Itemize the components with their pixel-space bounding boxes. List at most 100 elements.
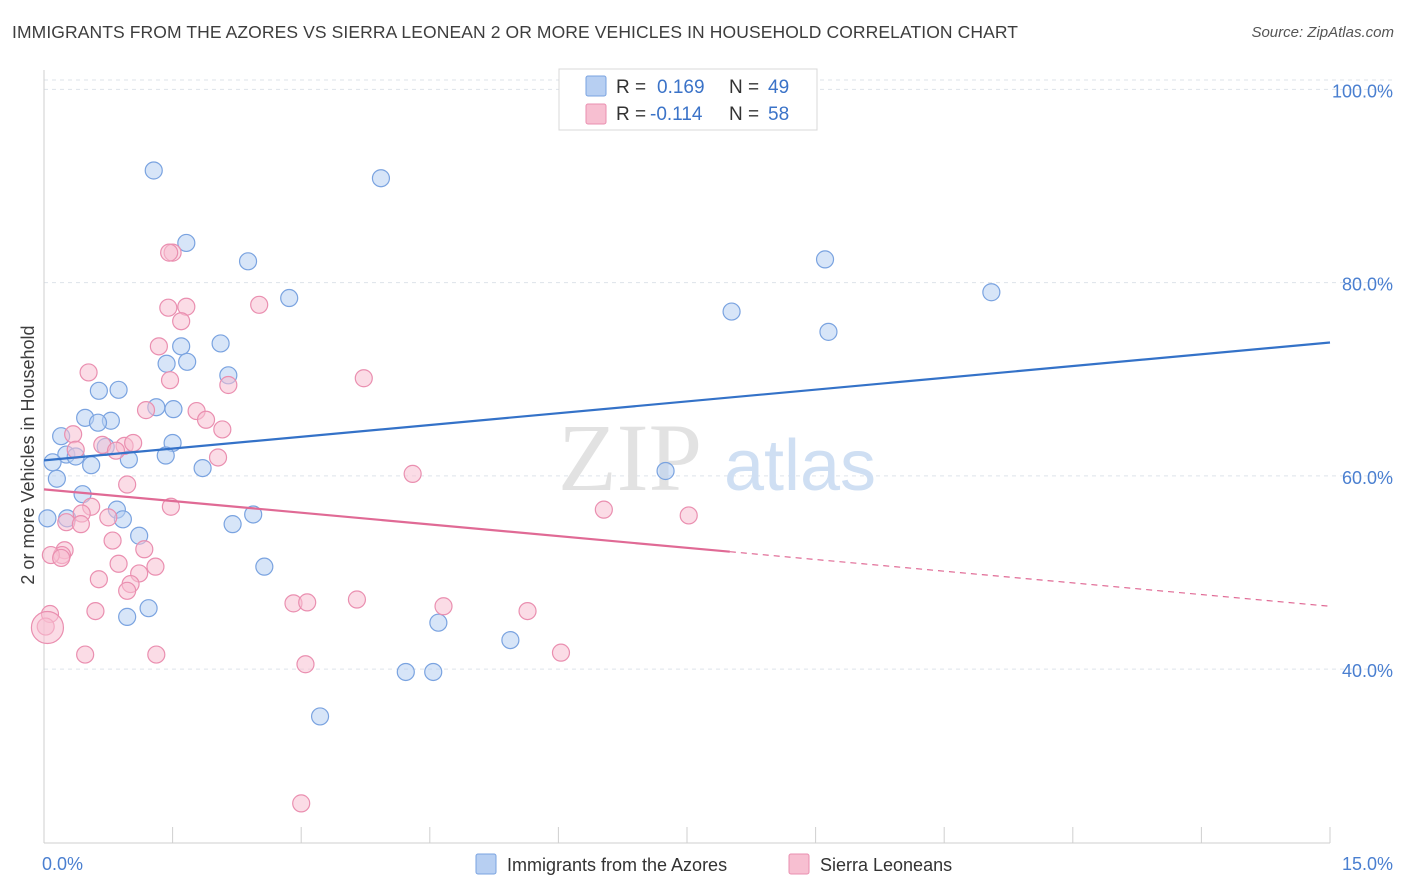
azores-point bbox=[238, 252, 258, 271]
sierra-leonean-point bbox=[106, 441, 126, 460]
azores-point bbox=[982, 283, 1001, 302]
sierra-leonean-point bbox=[118, 475, 137, 494]
sierra-leonean-point bbox=[296, 655, 315, 674]
sierra-leonean-point bbox=[99, 508, 118, 527]
y-tick-label: 100.0% bbox=[1332, 81, 1393, 101]
sierra-leonean-point bbox=[109, 554, 128, 573]
y-tick-label: 80.0% bbox=[1342, 275, 1393, 295]
bottom-legend-swatch-sierra-leonean bbox=[788, 853, 810, 875]
sierra-leonean-point bbox=[136, 401, 156, 420]
legend-r-value-azores: 0.169 bbox=[657, 77, 705, 98]
azores-point bbox=[396, 662, 415, 682]
legend-n-label: N = bbox=[729, 77, 759, 98]
sierra-leonean-point bbox=[76, 645, 95, 664]
series-legend: Immigrants from the Azores Sierra Leonea… bbox=[475, 853, 952, 875]
azores-point bbox=[88, 413, 108, 432]
sierra-leonean-point bbox=[347, 590, 367, 609]
azores-point bbox=[223, 515, 242, 534]
sierra-leonean-point bbox=[679, 506, 698, 525]
azores-point bbox=[82, 456, 101, 475]
sierra-leonean-point bbox=[161, 497, 180, 516]
sierra-leonean-point bbox=[354, 369, 373, 388]
sierra-leonean-point bbox=[208, 448, 228, 467]
sierra-leonean-point bbox=[518, 601, 537, 621]
azores-point bbox=[157, 354, 176, 373]
sierra-leonean-point bbox=[292, 794, 311, 813]
sierra-leonean-point bbox=[135, 540, 154, 559]
legend-r-label: R = bbox=[616, 104, 646, 125]
sierra-leonean-point bbox=[219, 375, 238, 395]
series-sierra-leonean-points bbox=[30, 243, 698, 813]
sierra-leonean-point bbox=[66, 440, 85, 459]
sierra-leonean-point bbox=[213, 420, 232, 439]
legend-swatch-sierra-leonean bbox=[585, 103, 607, 125]
azores-point bbox=[815, 250, 835, 269]
sierra-leonean-point bbox=[79, 363, 98, 382]
sierra-leonean-point bbox=[118, 581, 137, 600]
azores-point bbox=[43, 453, 62, 472]
azores-point bbox=[429, 613, 448, 632]
azores-point bbox=[280, 288, 299, 308]
trend-line-sierra-leonean bbox=[43, 488, 730, 553]
azores-point bbox=[172, 337, 191, 356]
sierra-leonean-point bbox=[250, 295, 269, 314]
bottom-legend-sierra-leonean: Sierra Leoneans bbox=[820, 855, 952, 875]
watermark-atlas: atlas bbox=[724, 426, 876, 506]
correlation-legend: R = 0.169 N = 49 R = -0.114 N = 58 bbox=[558, 68, 818, 131]
sierra-leonean-point bbox=[594, 500, 613, 519]
sierra-leonean-point bbox=[172, 312, 191, 331]
azores-point bbox=[371, 169, 391, 188]
azores-point bbox=[255, 557, 274, 576]
bottom-legend-swatch-azores bbox=[475, 853, 497, 875]
azores-point bbox=[144, 161, 163, 180]
azores-point bbox=[164, 400, 183, 419]
legend-n-label: N = bbox=[729, 104, 759, 125]
legend-n-value-sierra-leonean: 58 bbox=[768, 104, 789, 125]
y-tick-label: 40.0% bbox=[1342, 661, 1393, 681]
sierra-leonean-point bbox=[71, 515, 90, 534]
legend-r-value-sierra-leonean: -0.114 bbox=[650, 104, 703, 125]
sierra-leonean-point bbox=[159, 298, 178, 317]
legend-swatch-azores bbox=[585, 75, 607, 97]
azores-point bbox=[47, 469, 66, 488]
azores-point bbox=[244, 505, 263, 524]
x-tick-label-max: 15.0% bbox=[1342, 854, 1393, 874]
azores-point bbox=[109, 380, 128, 399]
legend-r-label: R = bbox=[616, 77, 646, 98]
series-azores-points bbox=[38, 161, 1001, 726]
watermark-zip: ZIP bbox=[558, 404, 702, 511]
azores-point bbox=[178, 352, 197, 371]
azores-point bbox=[139, 599, 158, 618]
sierra-leonean-point bbox=[551, 643, 571, 662]
sierra-leonean-point bbox=[30, 610, 65, 645]
sierra-leonean-point bbox=[434, 597, 453, 616]
sierra-leonean-point bbox=[146, 557, 165, 576]
legend-n-value-azores: 49 bbox=[768, 77, 789, 98]
azores-point bbox=[89, 381, 108, 400]
sierra-leonean-point bbox=[103, 531, 122, 550]
sierra-leonean-point bbox=[64, 425, 83, 444]
azores-point bbox=[819, 322, 838, 341]
azores-point bbox=[118, 607, 137, 626]
sierra-leonean-point bbox=[149, 337, 168, 356]
azores-point bbox=[211, 334, 230, 353]
y-axis-label: 2 or more Vehicles in Household bbox=[18, 325, 38, 584]
sierra-leonean-point bbox=[160, 371, 180, 390]
trend-line-azores bbox=[43, 341, 1331, 462]
sierra-leonean-point bbox=[298, 593, 317, 612]
y-tick-label: 60.0% bbox=[1342, 468, 1393, 488]
azores-point bbox=[177, 233, 196, 253]
azores-point bbox=[193, 458, 212, 478]
sierra-leonean-point bbox=[147, 645, 166, 664]
chart-title: IMMIGRANTS FROM THE AZORES VS SIERRA LEO… bbox=[12, 22, 1019, 42]
bottom-legend-azores: Immigrants from the Azores bbox=[507, 855, 727, 875]
azores-point bbox=[722, 302, 741, 321]
sierra-leonean-point bbox=[403, 464, 422, 483]
x-tick-label-min: 0.0% bbox=[42, 854, 83, 874]
source-note: Source: ZipAtlas.com bbox=[1251, 24, 1394, 41]
azores-point bbox=[501, 630, 520, 650]
sierra-leonean-point bbox=[52, 548, 71, 568]
trend-line-sierra-leonean-extrapolated bbox=[729, 551, 1331, 607]
azores-point bbox=[310, 707, 330, 726]
